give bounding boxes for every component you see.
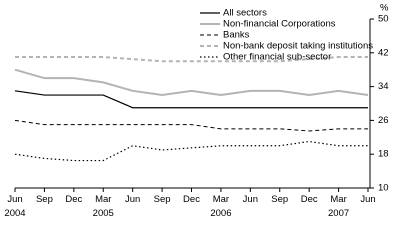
x-tick-label-line: 2006 xyxy=(210,208,231,219)
x-tick-label-line: Sep xyxy=(271,194,288,205)
y-unit: % xyxy=(380,3,389,14)
x-tick-label-line: 2007 xyxy=(328,208,349,219)
x-tick-label-line: Dec xyxy=(183,194,200,205)
legend-label: All sectors xyxy=(223,8,267,19)
x-tick-label-line: Jun xyxy=(360,194,375,205)
y-tick-label: 42 xyxy=(378,47,389,58)
x-tick-label: Dec xyxy=(65,194,82,205)
x-tick-label: Mar 2005 xyxy=(93,194,114,219)
series-line xyxy=(14,90,368,109)
series-line xyxy=(14,140,368,162)
y-tick-label: 34 xyxy=(378,81,389,92)
series-line xyxy=(14,119,368,132)
x-tick-label-line: Jun xyxy=(125,194,140,205)
series-line xyxy=(14,68,369,97)
x-tick-label: Sep xyxy=(36,194,53,205)
y-tick-label: 18 xyxy=(378,149,389,160)
x-tick-label-line: 2004 xyxy=(4,208,25,219)
x-tick-label-line: Jun xyxy=(7,194,22,205)
legend-label: Other financial sub-sector xyxy=(223,52,331,63)
chart: % 10 18 26 34 42 50 Jun 2004 Sep Dec Mar 2005 Jun Sep… xyxy=(4,3,389,219)
x-tick-label: Jun 2004 xyxy=(4,194,25,219)
legend-label: Non-bank deposit taking institutions xyxy=(223,41,373,52)
x-tick-label: Dec xyxy=(301,194,318,205)
series-line xyxy=(15,56,368,63)
x-tick-label: Mar 2007 xyxy=(328,194,349,219)
legend-label: Banks xyxy=(223,30,250,41)
x-tick-label-line: Jun xyxy=(243,194,258,205)
x-tick-label: Jun xyxy=(125,194,140,205)
y-tick-label: 26 xyxy=(378,115,389,126)
x-tick-label-line: 2005 xyxy=(93,208,114,219)
x-tick-label-line: Sep xyxy=(154,194,171,205)
x-tick-label-line: Dec xyxy=(301,194,318,205)
x-tick-label: Sep xyxy=(271,194,288,205)
legend-label: Non-financial Corporations xyxy=(223,19,336,30)
x-tick-label: Jun xyxy=(360,194,375,205)
x-tick-label: Jun xyxy=(243,194,258,205)
x-tick-label-line: Mar xyxy=(330,194,346,205)
x-tick-label-line: Mar xyxy=(213,194,229,205)
x-tick-label: Dec xyxy=(183,194,200,205)
x-tick-label: Sep xyxy=(154,194,171,205)
y-tick-label: 10 xyxy=(378,183,389,194)
x-tick-label-line: Dec xyxy=(65,194,82,205)
x-tick-label: Mar 2006 xyxy=(210,194,231,219)
x-tick-label-line: Mar xyxy=(95,194,111,205)
y-tick-label: 50 xyxy=(378,14,389,25)
x-tick-label-line: Sep xyxy=(36,194,53,205)
